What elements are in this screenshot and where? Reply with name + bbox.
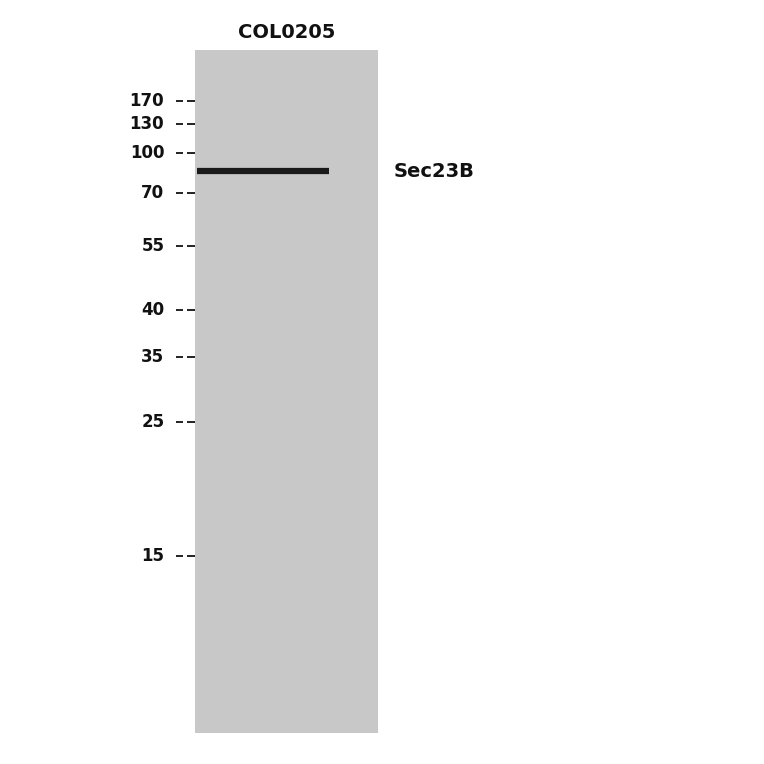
Text: Sec23B: Sec23B	[393, 162, 474, 180]
Text: 40: 40	[141, 301, 164, 319]
Text: 70: 70	[141, 183, 164, 202]
Text: 25: 25	[141, 413, 164, 431]
Text: 170: 170	[130, 92, 164, 110]
Bar	[195, 50, 378, 733]
Text: 130: 130	[130, 115, 164, 133]
Text: 15: 15	[141, 547, 164, 565]
Text: COL0205: COL0205	[238, 23, 335, 42]
Text: 35: 35	[141, 348, 164, 366]
Text: 55: 55	[141, 237, 164, 255]
Text: 100: 100	[130, 144, 164, 162]
